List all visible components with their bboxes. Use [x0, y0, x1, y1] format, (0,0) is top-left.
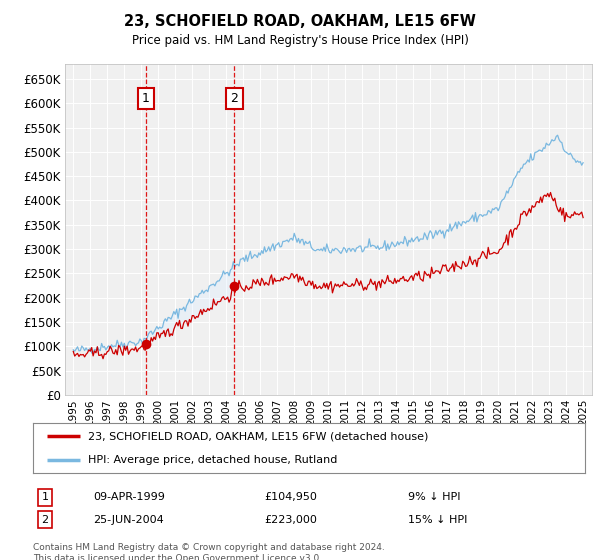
Text: HPI: Average price, detached house, Rutland: HPI: Average price, detached house, Rutl…	[88, 455, 338, 465]
Text: 1: 1	[41, 492, 49, 502]
Text: 2: 2	[41, 515, 49, 525]
Text: Contains HM Land Registry data © Crown copyright and database right 2024.
This d: Contains HM Land Registry data © Crown c…	[33, 543, 385, 560]
Text: 23, SCHOFIELD ROAD, OAKHAM, LE15 6FW: 23, SCHOFIELD ROAD, OAKHAM, LE15 6FW	[124, 14, 476, 29]
Text: 9% ↓ HPI: 9% ↓ HPI	[408, 492, 461, 502]
Text: 1: 1	[142, 92, 150, 105]
Text: 15% ↓ HPI: 15% ↓ HPI	[408, 515, 467, 525]
Text: 2: 2	[230, 92, 238, 105]
Text: £104,950: £104,950	[264, 492, 317, 502]
Text: 25-JUN-2004: 25-JUN-2004	[93, 515, 164, 525]
Text: 09-APR-1999: 09-APR-1999	[93, 492, 165, 502]
Text: £223,000: £223,000	[264, 515, 317, 525]
Text: Price paid vs. HM Land Registry's House Price Index (HPI): Price paid vs. HM Land Registry's House …	[131, 34, 469, 46]
Text: 23, SCHOFIELD ROAD, OAKHAM, LE15 6FW (detached house): 23, SCHOFIELD ROAD, OAKHAM, LE15 6FW (de…	[88, 431, 428, 441]
